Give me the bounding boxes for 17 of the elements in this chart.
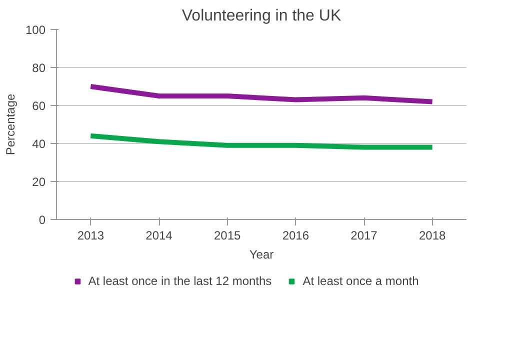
x-tick-label: 2015 xyxy=(214,228,242,242)
y-axis-title: Percentage xyxy=(3,93,18,156)
y-tick-label: 60 xyxy=(32,99,46,113)
x-tick-label: 2018 xyxy=(418,228,446,242)
y-tick-label: 20 xyxy=(32,175,46,189)
chart-title: Volunteering in the UK xyxy=(182,8,342,24)
x-axis-title: Year xyxy=(249,248,274,262)
y-tick-label: 80 xyxy=(32,61,46,75)
legend-label: At least once in the last 12 months xyxy=(88,274,272,288)
x-tick-label: 2016 xyxy=(282,228,310,242)
y-tick-label: 40 xyxy=(32,137,46,151)
y-tick-label: 0 xyxy=(38,213,46,227)
legend-label: At least once a month xyxy=(302,274,419,288)
x-tick-label: 2014 xyxy=(146,228,173,242)
x-tick-label: 2017 xyxy=(350,228,378,242)
y-tick-label: 100 xyxy=(25,23,46,37)
x-tick-label: 2013 xyxy=(77,228,104,242)
